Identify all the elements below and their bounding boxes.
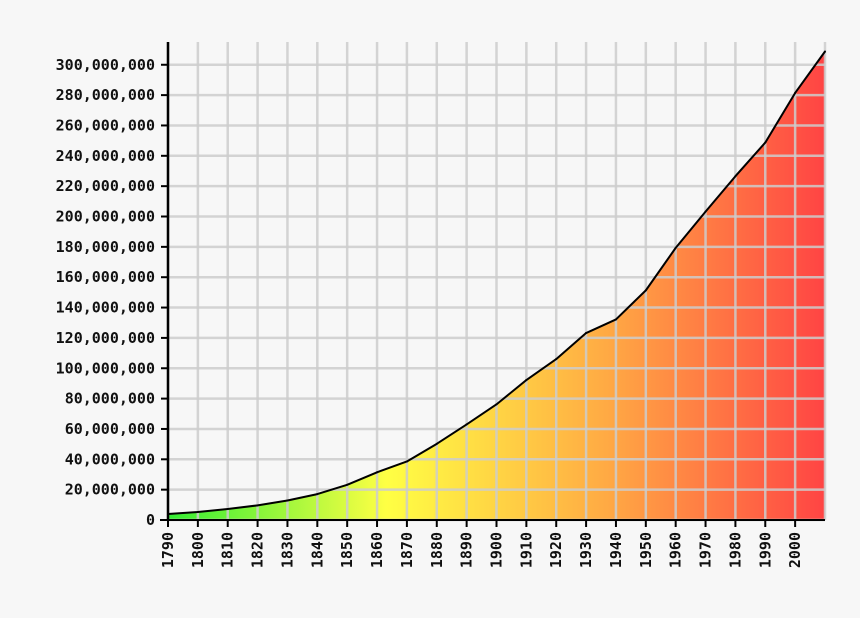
data-point <box>256 504 259 507</box>
data-point <box>316 493 319 496</box>
x-tick-label: 1990 <box>756 532 774 568</box>
data-point <box>435 442 438 445</box>
x-tick-label: 1950 <box>637 532 655 568</box>
x-tick-label: 1930 <box>577 532 595 568</box>
y-tick-label: 20,000,000 <box>65 481 155 499</box>
y-tick-label: 160,000,000 <box>56 268 155 286</box>
area-fill <box>168 51 825 520</box>
data-point <box>465 423 468 426</box>
data-point <box>764 141 767 144</box>
y-tick-label: 280,000,000 <box>56 86 155 104</box>
x-tick-label: 1940 <box>607 532 625 568</box>
data-point <box>525 379 528 382</box>
y-tick-label: 100,000,000 <box>56 359 155 377</box>
data-point <box>495 403 498 406</box>
data-point <box>674 246 677 249</box>
x-tick-label: 1790 <box>159 532 177 568</box>
y-tick-label: 140,000,000 <box>56 299 155 317</box>
data-point <box>226 508 229 511</box>
x-tick-label: 1850 <box>338 532 356 568</box>
y-tick-label: 200,000,000 <box>56 208 155 226</box>
data-point <box>196 510 199 513</box>
data-point <box>585 332 588 335</box>
x-tick-label: 1860 <box>368 532 386 568</box>
x-tick-label: 1960 <box>667 532 685 568</box>
x-tick-label: 1980 <box>726 532 744 568</box>
x-tick-label: 1840 <box>308 532 326 568</box>
data-point <box>734 175 737 178</box>
data-point <box>376 471 379 474</box>
x-tick-label: 1820 <box>249 532 267 568</box>
y-tick-label: 60,000,000 <box>65 420 155 438</box>
data-point <box>704 210 707 213</box>
x-tick-label: 2000 <box>786 532 804 568</box>
x-tick-label: 1830 <box>278 532 296 568</box>
y-tick-label: 300,000,000 <box>56 56 155 74</box>
y-tick-label: 220,000,000 <box>56 177 155 195</box>
data-point <box>405 460 408 463</box>
data-point <box>614 318 617 321</box>
data-point <box>794 91 797 94</box>
y-tick-label: 80,000,000 <box>65 390 155 408</box>
x-tick-label: 1910 <box>517 532 535 568</box>
x-tick-label: 1870 <box>398 532 416 568</box>
x-tick-label: 1970 <box>697 532 715 568</box>
x-tick-label: 1810 <box>219 532 237 568</box>
data-point <box>644 289 647 292</box>
y-tick-label: 180,000,000 <box>56 238 155 256</box>
data-point <box>346 483 349 486</box>
data-point <box>555 358 558 361</box>
y-tick-label: 260,000,000 <box>56 116 155 134</box>
y-tick-label: 40,000,000 <box>65 450 155 468</box>
data-point <box>824 50 826 53</box>
data-point <box>286 499 289 502</box>
y-tick-label: 0 <box>146 511 155 529</box>
y-tick-label: 120,000,000 <box>56 329 155 347</box>
x-tick-label: 1800 <box>189 532 207 568</box>
x-tick-label: 1890 <box>458 532 476 568</box>
x-tick-label: 1920 <box>547 532 565 568</box>
x-tick-label: 1880 <box>428 532 446 568</box>
y-tick-label: 240,000,000 <box>56 147 155 165</box>
x-tick-label: 1900 <box>488 532 506 568</box>
